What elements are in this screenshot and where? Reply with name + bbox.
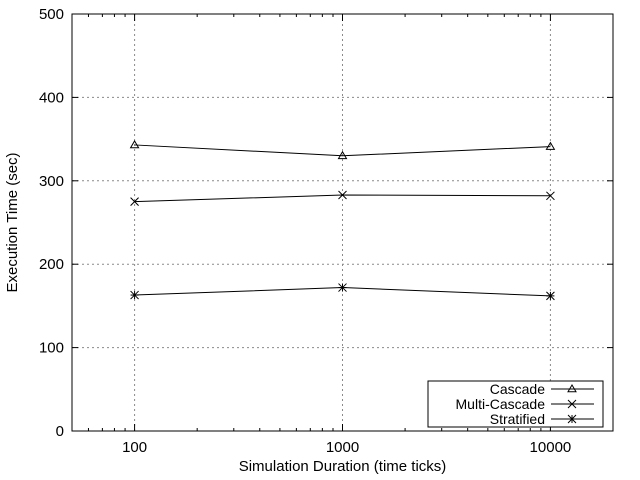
data-point xyxy=(337,150,348,160)
data-point xyxy=(546,291,555,301)
plot-frame xyxy=(71,13,614,432)
data-point xyxy=(130,197,139,207)
data-point xyxy=(338,190,347,200)
data-point xyxy=(130,290,139,300)
x-tick-label: 10000 xyxy=(530,439,572,456)
data-point xyxy=(129,139,140,149)
legend-marker xyxy=(567,384,577,393)
y-tick-label: 200 xyxy=(39,256,64,273)
y-tick-label: 500 xyxy=(39,6,64,23)
x-tick-label: 100 xyxy=(122,439,147,456)
ticks: 0 100 200 300 400 500 100 1000 10000 xyxy=(39,6,613,456)
x-axis-label: Simulation Duration (time ticks) xyxy=(239,458,447,475)
data-point xyxy=(546,191,555,201)
data-point xyxy=(545,141,556,150)
y-axis-label: Execution Time (sec) xyxy=(4,152,21,292)
series-layer xyxy=(129,139,556,301)
legend-marker xyxy=(567,414,577,424)
legend-label: Stratified xyxy=(490,411,545,427)
legend-label: Multi-Cascade xyxy=(456,396,546,412)
y-tick-label: 0 xyxy=(56,423,64,440)
legend-label: Cascade xyxy=(490,381,545,397)
series-line xyxy=(134,144,551,157)
y-tick-label: 400 xyxy=(39,89,64,106)
grid xyxy=(72,14,613,431)
data-point xyxy=(338,283,347,292)
y-tick-label: 300 xyxy=(39,173,64,190)
legend-marker xyxy=(567,399,577,409)
x-tick-label: 1000 xyxy=(326,439,359,456)
y-tick-label: 100 xyxy=(39,340,64,357)
